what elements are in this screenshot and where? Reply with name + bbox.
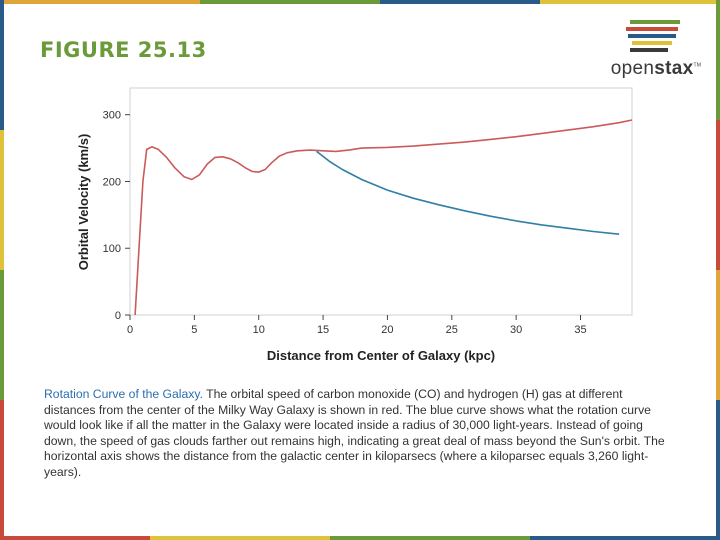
- x-tick-label: 20: [381, 324, 393, 336]
- x-tick-label: 10: [253, 324, 265, 336]
- openstax-wordmark: openstaxTM: [610, 58, 702, 79]
- openstax-logo: openstaxTM: [608, 16, 704, 80]
- series-layer: [134, 119, 633, 316]
- x-tick-label: 15: [317, 324, 329, 336]
- y-tick-label: 0: [115, 310, 121, 322]
- x-tick-label: 30: [510, 324, 522, 336]
- x-tick-label: 0: [127, 324, 133, 336]
- y-axis-label: Orbital Velocity (km/s): [76, 134, 91, 271]
- predicted-rotation-curve: [316, 150, 620, 235]
- rotation-curve-chart: 0 100 200 300 0 5 10 15 20 25 30 35 Distance from …: [76, 87, 633, 363]
- x-axis-label: Distance from Center of Galaxy (kpc): [267, 348, 495, 363]
- caption-body: The orbital speed of carbon monoxide (CO…: [44, 387, 665, 479]
- y-tick-label: 100: [103, 243, 121, 255]
- x-tick-label: 25: [446, 324, 458, 336]
- y-tick-label: 200: [103, 176, 121, 188]
- figure-caption: Rotation Curve of the Galaxy. The orbita…: [44, 387, 674, 481]
- observed-rotation-curve: [134, 119, 633, 316]
- x-axis: 0 5 10 15 20 25 30 35: [127, 315, 587, 336]
- y-axis: 0 100 200 300: [103, 110, 130, 322]
- caption-lead: Rotation Curve of the Galaxy.: [44, 387, 203, 401]
- y-tick-label: 300: [103, 110, 121, 122]
- x-tick-label: 35: [574, 324, 586, 336]
- x-tick-label: 5: [191, 324, 197, 336]
- figure-title: FIGURE 25.13: [40, 38, 207, 62]
- openstax-logo-stripes: [626, 20, 680, 52]
- plot-area: [129, 87, 633, 316]
